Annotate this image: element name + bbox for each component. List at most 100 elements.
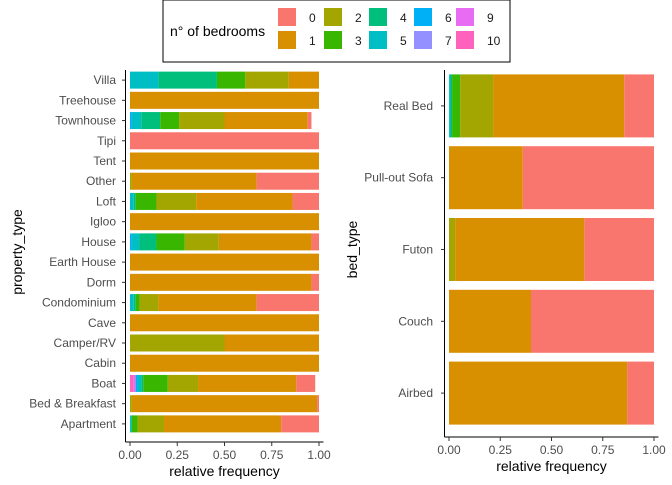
property-type-bar-house-5 <box>132 233 140 250</box>
property-type-category-label: Cabin <box>85 356 116 370</box>
bed-type-bar-pull-out-sofa-1 <box>449 146 523 209</box>
bed-type-bar-airbed-0 <box>627 362 654 425</box>
property-type-bar-camper-rv-2 <box>130 335 225 352</box>
bed-type-bar-couch-1 <box>449 290 531 353</box>
legend-label-0: 0 <box>309 11 316 25</box>
property-type-x-tick-label: 0.75 <box>260 448 284 462</box>
bed-type-x-tick-label: 0.00 <box>437 443 461 457</box>
legend-label-9: 9 <box>487 11 494 25</box>
property-type-bar-condominium-0 <box>257 294 319 311</box>
property-type-x-tick-label: 0.50 <box>213 448 237 462</box>
property-type-bar-bed-breakfast-0 <box>317 395 319 412</box>
property-type-bar-camper-rv-1 <box>225 335 320 352</box>
property-type-bar-condominium-4 <box>134 294 136 311</box>
bed-type-y-axis-title: bed_type <box>344 220 360 278</box>
property-type-category-label: Igloo <box>90 215 116 229</box>
property-type-bar-other-1 <box>132 173 257 190</box>
property-type-category-label: Townhouse <box>55 114 116 128</box>
property-type-panel: VillaTreehouseTownhouseTipiTentOtherLoft… <box>9 70 331 479</box>
property-type-category-label: Boat <box>91 376 116 390</box>
bed-type-category-label: Airbed <box>398 386 433 400</box>
property-type-bar-townhouse-6 <box>130 112 132 129</box>
legend-label-3: 3 <box>355 34 362 48</box>
bed-type-x-axis-title: relative frequency <box>496 458 607 474</box>
property-type-bar-other-0 <box>257 173 319 190</box>
bed-type-bar-futon-1 <box>455 218 584 281</box>
bed-type-bar-couch-0 <box>531 290 654 353</box>
property-type-bar-apartment-3 <box>132 415 138 432</box>
property-type-bar-townhouse-4 <box>141 112 160 129</box>
property-type-bar-boat-10 <box>130 375 134 392</box>
legend-key-2 <box>324 8 342 26</box>
bed-type-bar-futon-2 <box>449 218 455 281</box>
property-type-bar-cabin-1 <box>130 355 319 372</box>
property-type-category-label: Other <box>86 174 116 188</box>
property-type-y-axis-title: property_type <box>9 209 25 295</box>
property-type-category-label: Loft <box>96 194 117 208</box>
property-type-x-tick-label: 0.25 <box>166 448 190 462</box>
bed-type-bar-real-bed-3 <box>452 74 460 137</box>
property-type-bar-boat-2 <box>168 375 198 392</box>
property-type-bar-condominium-1 <box>158 294 256 311</box>
property-type-category-label: Bed & Breakfast <box>29 397 116 411</box>
property-type-bar-boat-4 <box>141 375 143 392</box>
bed-type-x-tick-label: 1.00 <box>642 443 666 457</box>
property-type-bar-townhouse-2 <box>179 112 224 129</box>
legend-key-0 <box>278 8 296 26</box>
property-type-bar-townhouse-5 <box>132 112 141 129</box>
property-type-bar-cave-1 <box>130 314 319 331</box>
property-type-x-tick-label: 1.00 <box>307 448 331 462</box>
property-type-bar-tipi-0 <box>130 132 319 149</box>
legend-label-1: 1 <box>309 34 316 48</box>
bed-type-category-label: Couch <box>398 314 433 328</box>
property-type-bar-townhouse-3 <box>160 112 179 129</box>
property-type-bar-townhouse-1 <box>225 112 308 129</box>
property-type-bar-villa-1 <box>289 72 319 89</box>
property-type-bar-villa-4 <box>158 72 217 89</box>
legend-key-5 <box>369 31 387 49</box>
legend-title: n° of bedrooms <box>170 23 265 39</box>
property-type-bar-condominium-5 <box>130 294 134 311</box>
property-type-bar-apartment-5 <box>130 415 131 432</box>
legend-label-10: 10 <box>487 34 501 48</box>
property-type-bar-loft-2 <box>156 193 196 210</box>
property-type-bar-other-2 <box>130 173 132 190</box>
legend-label-7: 7 <box>445 34 452 48</box>
bed-type-x-tick-label: 0.75 <box>591 443 615 457</box>
property-type-bar-boat-9 <box>134 375 136 392</box>
property-type-bar-condominium-2 <box>139 294 158 311</box>
bed-type-bar-real-bed-0 <box>624 74 654 137</box>
property-type-bar-loft-5 <box>130 193 134 210</box>
property-type-x-axis-title: relative frequency <box>169 463 280 479</box>
legend-key-1 <box>278 31 296 49</box>
property-type-bar-apartment-4 <box>131 415 132 432</box>
property-type-bar-loft-3 <box>136 193 157 210</box>
property-type-bar-loft-4 <box>134 193 136 210</box>
property-type-bar-villa-2 <box>245 72 288 89</box>
property-type-bar-bed-breakfast-1 <box>132 395 317 412</box>
property-type-bar-apartment-2 <box>138 415 164 432</box>
property-type-bar-earth-house-1 <box>130 254 319 271</box>
property-type-bar-condominium-3 <box>136 294 140 311</box>
property-type-bar-house-1 <box>219 233 312 250</box>
property-type-category-label: Villa <box>94 73 117 87</box>
property-type-bar-house-2 <box>185 233 219 250</box>
property-type-bar-house-0 <box>311 233 319 250</box>
property-type-bar-apartment-0 <box>281 415 319 432</box>
property-type-bar-boat-1 <box>198 375 296 392</box>
property-type-category-label: Condominium <box>42 296 116 310</box>
property-type-bar-apartment-1 <box>164 415 281 432</box>
property-type-category-label: Cave <box>88 316 116 330</box>
bed-type-category-label: Pull-out Sofa <box>364 171 433 185</box>
legend-key-9 <box>456 8 474 26</box>
property-type-category-label: Treehouse <box>59 93 116 107</box>
property-type-category-label: House <box>81 235 116 249</box>
bed-type-bar-real-bed-4 <box>450 74 452 137</box>
legend-key-6 <box>414 8 432 26</box>
bed-type-x-tick-label: 0.25 <box>489 443 513 457</box>
bed-type-category-label: Futon <box>402 243 433 257</box>
property-type-bar-boat-5 <box>138 375 142 392</box>
property-type-bar-tent-1 <box>130 153 319 170</box>
